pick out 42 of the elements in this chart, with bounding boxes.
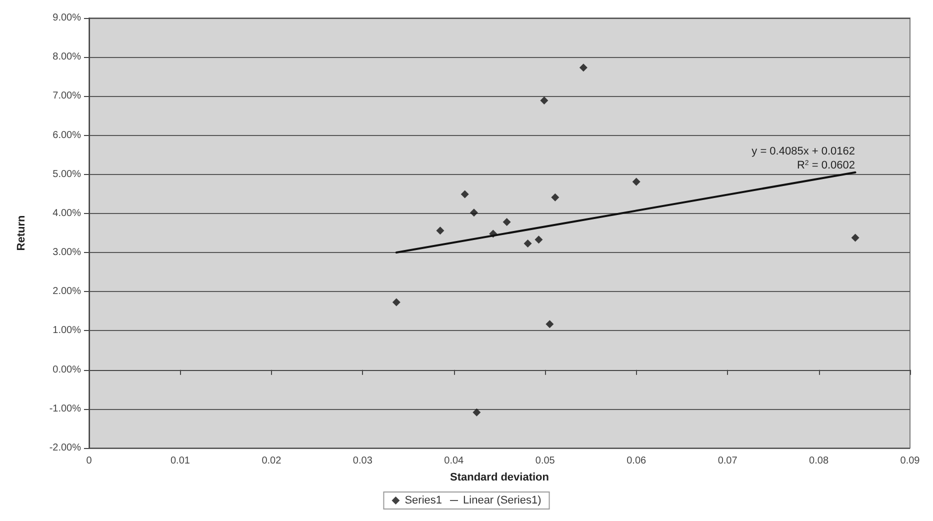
- y-tick-label: 8.00%: [52, 52, 82, 63]
- x-tick-label: 0.04: [444, 456, 464, 466]
- y-tick-label: 0.00%: [52, 364, 82, 376]
- y-tick-label: -1.00%: [49, 403, 82, 414]
- legend-label: Linear (Series1): [463, 494, 542, 506]
- x-tick-label: 0.09: [900, 456, 920, 466]
- point: [551, 193, 560, 202]
- x-tick-label: 0.06: [626, 456, 646, 466]
- point: [489, 230, 498, 238]
- point: [534, 236, 543, 244]
- y-tick-label: 3.00%: [52, 247, 82, 258]
- y-tick-label: 9.00%: [52, 12, 82, 24]
- point: [524, 240, 532, 248]
- x-tick-label: 0.02: [262, 456, 282, 466]
- point: [502, 218, 511, 226]
- point: [472, 408, 481, 416]
- x-axis-title: Standard deviation: [450, 472, 550, 484]
- point: [540, 96, 548, 104]
- point: [579, 64, 588, 72]
- x-tick-label: 0.08: [809, 456, 829, 466]
- x-tick-label: 0.03: [352, 456, 373, 466]
- point: [392, 298, 400, 306]
- x-tick-label: 0.01: [170, 456, 190, 466]
- y-tick-label: 4.00%: [52, 208, 82, 219]
- point: [632, 178, 640, 186]
- y-tick-label: 5.00%: [52, 168, 82, 180]
- point: [546, 320, 554, 328]
- y-tick-label: 1.00%: [52, 325, 82, 336]
- y-tick-label: 2.00%: [52, 286, 82, 298]
- point: [436, 226, 444, 235]
- y-tick-label: 6.00%: [52, 130, 82, 141]
- x-tick-label: 0.05: [535, 456, 556, 466]
- y-tick-label: -2.00%: [49, 442, 82, 454]
- x-tick-label: 0: [86, 456, 92, 466]
- annotation: y = 0.4085x + 0.0162: [752, 146, 856, 158]
- x-tick-label: 0.07: [718, 456, 738, 466]
- y-axis-title: Return: [16, 215, 28, 251]
- point: [851, 234, 860, 242]
- y-tick-label: 7.00%: [52, 90, 82, 102]
- legend-label: Series1: [404, 494, 442, 506]
- point: [460, 190, 469, 198]
- point: [470, 208, 478, 217]
